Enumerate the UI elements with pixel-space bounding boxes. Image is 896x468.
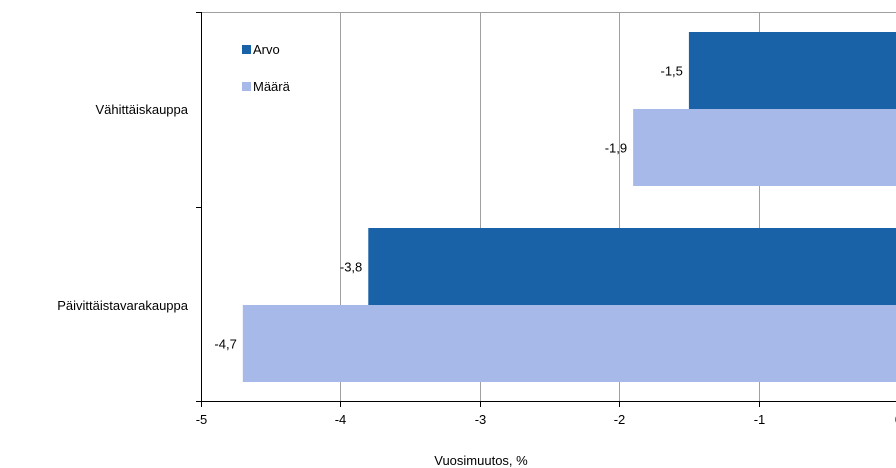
- bar: [368, 228, 896, 305]
- legend-label: Arvo: [253, 42, 280, 57]
- bars: [242, 32, 896, 382]
- x-tick-label: -4: [335, 412, 347, 427]
- data-label: -4,7: [214, 337, 236, 352]
- axes: -5 -4 -3 -2 -1 0: [196, 12, 896, 427]
- data-label: -1,9: [605, 141, 627, 156]
- legend-swatch: [242, 45, 251, 54]
- x-tick-label: -1: [754, 412, 766, 427]
- bar: [242, 305, 896, 382]
- legend: Arvo Määrä: [242, 42, 291, 94]
- labels: -1,5 -1,9 Vähittäiskauppa -3,8 -4,7 Päivittäi…: [57, 64, 683, 352]
- data-label: -1,5: [660, 64, 682, 79]
- bar: [688, 32, 896, 109]
- x-tick-label: -3: [475, 412, 487, 427]
- category-label: Päivittäistavarakauppa: [57, 298, 189, 313]
- legend-swatch: [242, 82, 251, 91]
- x-tick-label: -2: [614, 412, 626, 427]
- bar: [633, 109, 896, 186]
- legend-label: Määrä: [253, 79, 291, 94]
- data-label: -3,8: [340, 260, 362, 275]
- x-axis-title: Vuosimuutos, %: [434, 453, 528, 468]
- x-tick-label: -5: [196, 412, 208, 427]
- category-label: Vähittäiskauppa: [95, 102, 188, 117]
- x-tick-label: 0: [895, 412, 896, 427]
